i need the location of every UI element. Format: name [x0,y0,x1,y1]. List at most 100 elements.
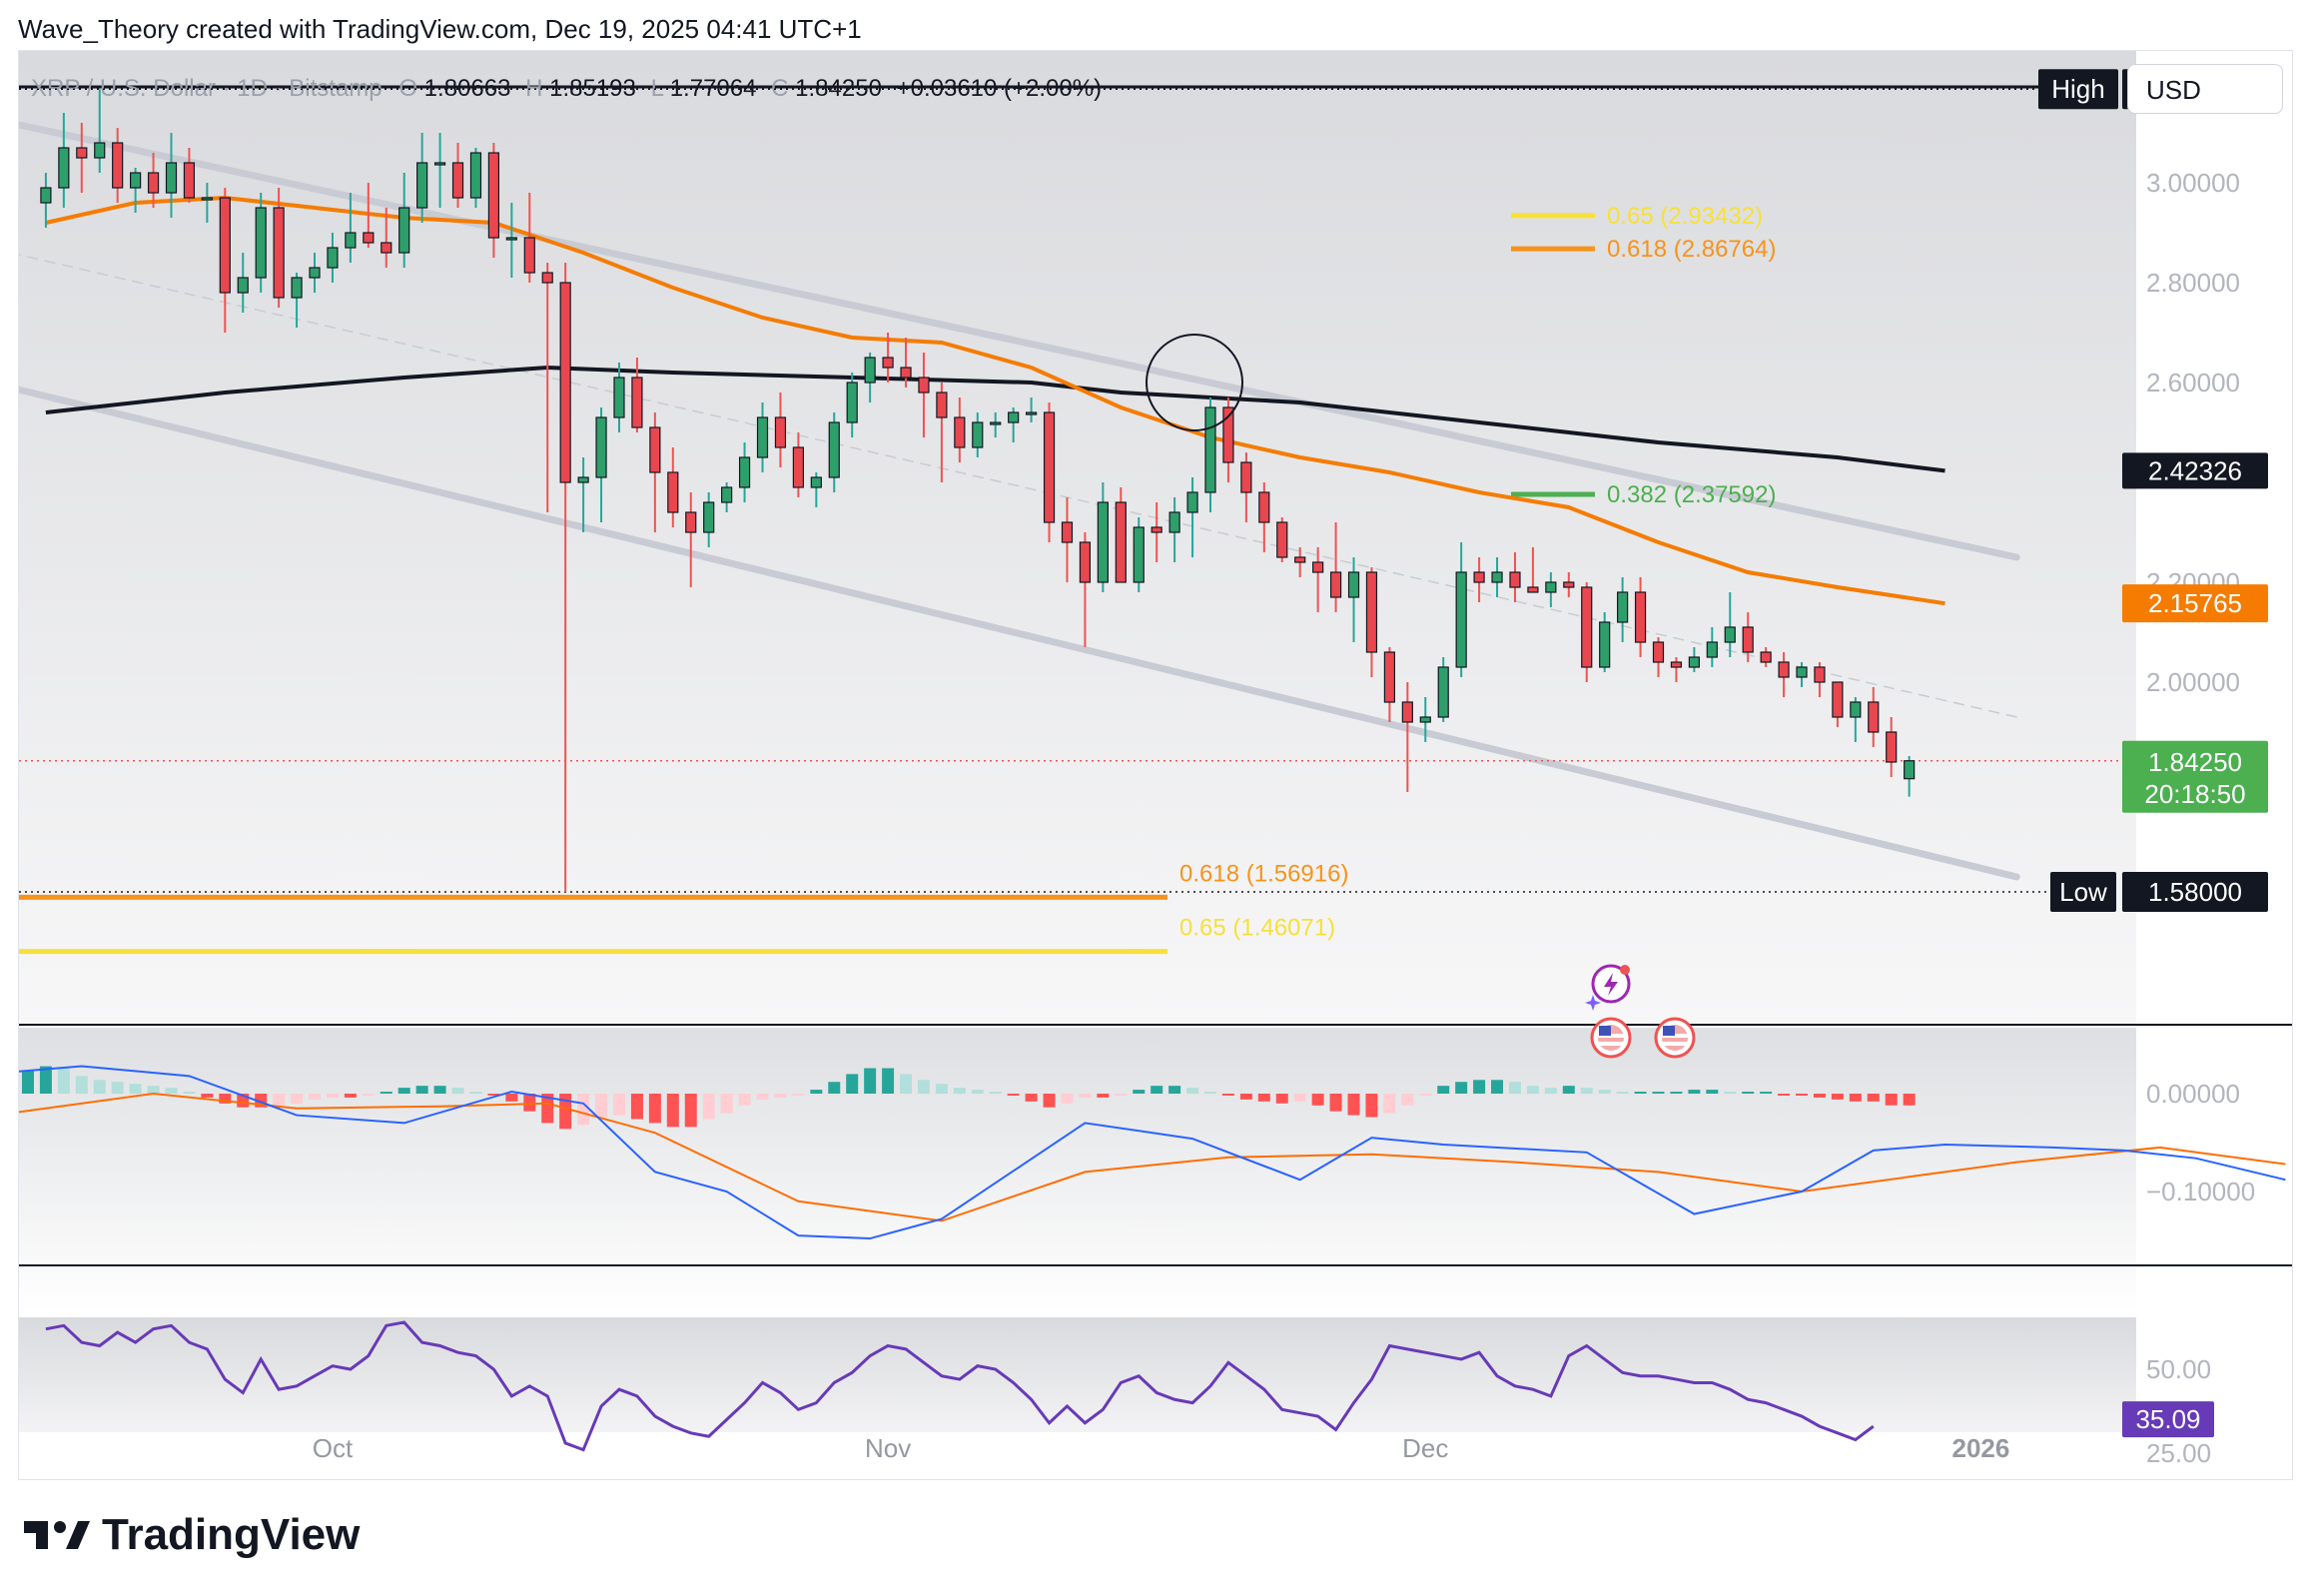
candle[interactable] [1724,592,1736,657]
high-label-tag[interactable]: High [2038,69,2118,110]
candle[interactable] [631,358,643,432]
candle[interactable] [1832,681,1844,727]
candle[interactable] [936,383,948,482]
rsi-line[interactable] [45,1320,1875,1452]
macd-line[interactable] [19,1065,2286,1240]
candle[interactable] [469,148,482,208]
candle[interactable] [685,492,697,587]
candle[interactable] [703,492,715,547]
candle[interactable] [165,133,178,218]
symbol-legend[interactable]: XRP / U.S. Dollar · 1D · Bitstamp O 1.80… [31,75,1102,102]
candle[interactable] [291,273,303,328]
ma200-line[interactable] [45,365,1945,473]
candle[interactable] [1437,657,1449,722]
candle[interactable] [1061,497,1074,582]
candle[interactable] [1329,522,1342,612]
candle[interactable] [1365,567,1378,677]
candle[interactable] [864,353,876,402]
candle[interactable] [918,353,930,437]
candle[interactable] [1258,482,1270,552]
candle[interactable] [756,402,769,472]
candle[interactable] [792,432,804,497]
candle[interactable] [1240,452,1252,522]
candle[interactable] [1599,612,1611,672]
candle[interactable] [1491,557,1503,597]
candle[interactable] [1455,542,1467,677]
candle[interactable] [1026,398,1038,422]
candle[interactable] [1581,582,1593,682]
candle[interactable] [846,373,858,437]
candle[interactable] [990,412,1002,437]
candle[interactable] [523,193,535,283]
ma50-line[interactable] [45,195,1945,606]
candle[interactable] [273,188,285,308]
candle[interactable] [1115,487,1127,583]
candle[interactable] [327,233,339,283]
candle[interactable] [667,447,679,527]
candle[interactable] [1742,612,1754,662]
candle[interactable] [309,253,321,293]
candle[interactable] [1097,482,1109,592]
candle[interactable] [828,412,840,492]
ma200-value-tag[interactable]: 2.42326 [2122,452,2268,489]
candle[interactable] [1222,398,1234,482]
candle[interactable] [1294,547,1306,577]
candle[interactable] [505,203,517,278]
highlight-circle[interactable] [1146,334,1244,431]
candle[interactable] [1796,662,1808,687]
candle[interactable] [1886,717,1898,777]
candle[interactable] [1652,637,1665,677]
candle[interactable] [721,482,733,512]
candle[interactable] [219,188,231,333]
candle[interactable] [1276,517,1288,562]
candle[interactable] [972,412,984,457]
candle[interactable] [94,89,106,173]
candle[interactable] [1670,657,1683,682]
candle[interactable] [1563,572,1575,597]
rsi-value-tag[interactable]: 35.09 [2122,1401,2214,1438]
candle[interactable] [345,193,357,263]
candle[interactable] [1850,697,1862,742]
candle[interactable] [1706,627,1718,667]
candle[interactable] [1527,547,1539,593]
candle[interactable] [1473,557,1485,602]
candle[interactable] [882,333,894,383]
chart-frame[interactable]: XRP / U.S. Dollar · 1D · Bitstamp O 1.80… [18,50,2293,1480]
tradingview-logo[interactable]: TradingView [22,1510,360,1560]
candle[interactable] [810,472,822,507]
candle[interactable] [1760,647,1772,667]
ma50-value-tag[interactable]: 2.15765 [2122,584,2268,623]
candle[interactable] [40,173,52,228]
candle[interactable] [58,113,70,208]
candle[interactable] [649,412,661,532]
candle[interactable] [1868,687,1880,747]
channel-upper-line[interactable] [19,121,2020,561]
candle[interactable] [774,393,787,467]
candle[interactable] [76,123,88,193]
candle[interactable] [1419,697,1431,742]
candle[interactable] [1904,756,1916,797]
candle[interactable] [541,263,553,512]
candle[interactable] [1168,497,1180,562]
candle[interactable] [130,168,142,213]
candle[interactable] [1312,547,1324,612]
candle[interactable] [183,148,196,203]
candle[interactable] [1204,398,1216,512]
candle[interactable] [451,143,464,208]
candle[interactable] [433,133,446,208]
us-flag-icon[interactable] [1654,1017,1696,1059]
candle[interactable] [900,338,912,388]
currency-selector[interactable]: USD [2127,64,2283,114]
candle[interactable] [1545,572,1557,607]
candle[interactable] [487,143,500,258]
candle[interactable] [738,442,751,502]
candle[interactable] [1008,407,1020,442]
candle[interactable] [1778,652,1790,697]
candle[interactable] [1133,517,1145,592]
candle[interactable] [112,128,124,203]
channel-mid-line[interactable] [19,253,2018,718]
candle[interactable] [1634,577,1647,657]
candle[interactable] [595,407,607,522]
candle[interactable] [1186,477,1198,557]
